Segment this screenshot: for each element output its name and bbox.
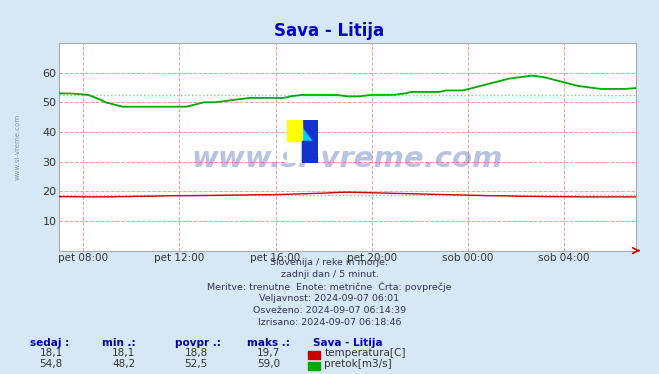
Bar (287, 120, 302, 141)
Text: min .:: min .: (102, 338, 136, 348)
Text: maks .:: maks .: (247, 338, 290, 348)
Text: 18,8: 18,8 (185, 348, 208, 358)
Bar (308, 362, 320, 370)
Text: Izrisano: 2024-09-07 06:18:46: Izrisano: 2024-09-07 06:18:46 (258, 318, 401, 327)
Text: 18,1: 18,1 (112, 348, 135, 358)
Text: Slovenija / reke in morje.: Slovenija / reke in morje. (270, 258, 389, 267)
Text: Sava - Litija: Sava - Litija (313, 338, 383, 348)
Polygon shape (287, 120, 318, 163)
Text: 19,7: 19,7 (257, 348, 280, 358)
Text: www.si-vreme.com: www.si-vreme.com (14, 114, 21, 180)
Text: 54,8: 54,8 (40, 359, 63, 369)
Bar (302, 141, 318, 163)
Polygon shape (287, 120, 318, 163)
Text: 59,0: 59,0 (257, 359, 280, 369)
Text: www.si-vreme.com: www.si-vreme.com (192, 145, 503, 173)
Text: temperatura[C]: temperatura[C] (324, 348, 406, 358)
Bar (302, 141, 318, 163)
Bar (308, 351, 320, 359)
Text: pretok[m3/s]: pretok[m3/s] (324, 359, 392, 369)
Bar (302, 120, 318, 141)
Text: zadnji dan / 5 minut.: zadnji dan / 5 minut. (281, 270, 378, 279)
Text: Veljavnost: 2024-09-07 06:01: Veljavnost: 2024-09-07 06:01 (260, 294, 399, 303)
Text: sedaj :: sedaj : (30, 338, 69, 348)
Bar (287, 120, 302, 141)
Text: Meritve: trenutne  Enote: metrične  Črta: povprečje: Meritve: trenutne Enote: metrične Črta: … (207, 281, 452, 292)
Text: 52,5: 52,5 (185, 359, 208, 369)
Text: 18,1: 18,1 (40, 348, 63, 358)
Text: Osveženo: 2024-09-07 06:14:39: Osveženo: 2024-09-07 06:14:39 (253, 306, 406, 315)
Text: 48,2: 48,2 (112, 359, 135, 369)
Text: povpr .:: povpr .: (175, 338, 221, 348)
Text: Sava - Litija: Sava - Litija (274, 22, 385, 40)
